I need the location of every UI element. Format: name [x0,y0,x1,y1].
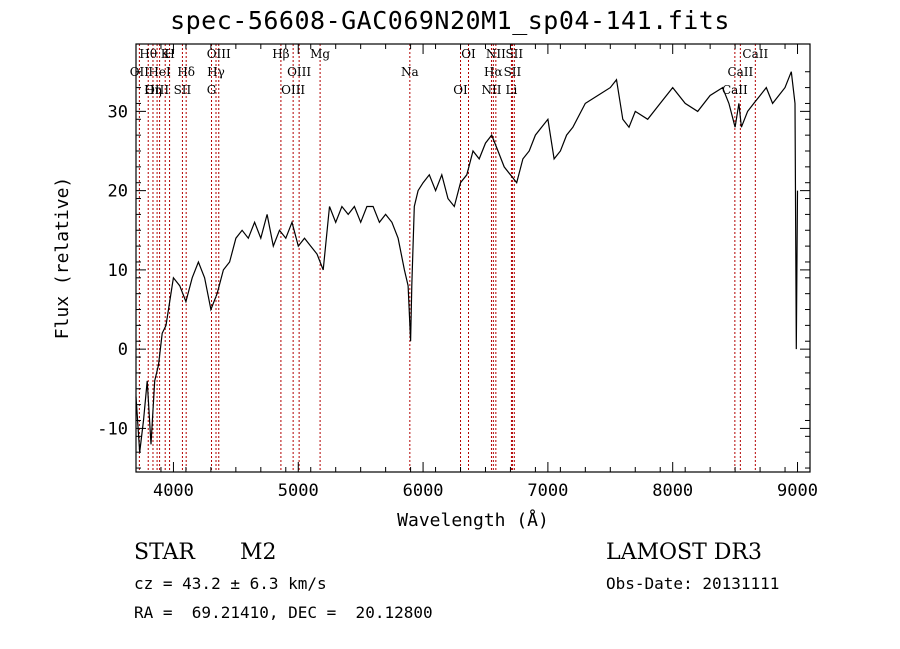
y-axis-ticks: -10 0 10 20 30 [97,71,810,469]
x-tick-label: 8000 [652,481,693,501]
x-tick-label: 4000 [153,481,194,501]
observation-date: Obs-Date: 20131111 [606,574,780,593]
line-marker-label: OIII [287,65,311,79]
x-axis-ticks: 4000 5000 6000 7000 8000 9000 [135,44,818,501]
line-marker-label: CaII [727,65,753,79]
line-marker-label: G [207,83,217,97]
y-tick-label: 0 [118,340,128,360]
spectrum-line [135,71,799,453]
line-marker-label: Hα [484,65,503,79]
survey-name: LAMOST DR3 [606,540,762,565]
line-marker-label: Hθ [139,47,157,61]
line-marker-label: HeI [148,65,171,79]
plot-frame [135,43,811,473]
x-tick-label: 5000 [278,481,319,501]
x-axis-label: Wavelength (Å) [397,509,549,531]
x-tick-label: 9000 [777,481,818,501]
line-marker-label: OIII [281,83,305,97]
y-tick-label: 30 [108,102,128,122]
line-marker-label: NII [486,47,506,61]
object-class: STAR [134,540,195,565]
line-marker-label: Na [401,65,419,79]
chart-title: spec-56608-GAC069N20M1_sp04-141.fits [170,6,730,35]
line-marker-label: SII [174,83,192,97]
line-marker-label: CaII [742,47,768,61]
line-marker-label: Mg [310,47,330,61]
line-marker-label: SII [504,65,522,79]
x-tick-label: 6000 [403,481,444,501]
line-marker-label: K [161,47,171,61]
object-subclass: M2 [240,540,277,565]
line-marker-label: CaII [722,83,748,97]
redshift-velocity: cz = 43.2 ± 6.3 km/s [134,574,327,593]
line-marker-label: H [164,47,174,61]
emission-line-markers [138,44,756,472]
line-marker-label: OI [453,83,468,97]
sky-coordinates: RA = 69.21410, DEC = 20.12800 [134,603,433,622]
line-marker-label: NII [481,83,501,97]
x-tick-label: 7000 [527,481,568,501]
line-marker-label: OI [461,47,476,61]
line-marker-label: Hγ [207,65,225,79]
line-marker-label: OIII [145,83,169,97]
emission-line-labels: HθOIIOIIIKHeIHηHHδSIIOIIIHγGHβOIIIOIIIMg… [130,47,769,97]
y-axis-label: Flux (relative) [52,177,73,340]
line-marker-label: OIII [207,47,231,61]
line-marker-label: Hη [144,83,162,97]
line-marker-label: SII [505,47,523,61]
y-tick-label: -10 [97,419,128,439]
line-marker-label: Hδ [177,65,195,79]
y-tick-label: 10 [108,261,128,281]
line-marker-label: Li [506,83,518,97]
line-marker-label: Hβ [272,47,289,61]
y-tick-label: 20 [108,182,128,202]
